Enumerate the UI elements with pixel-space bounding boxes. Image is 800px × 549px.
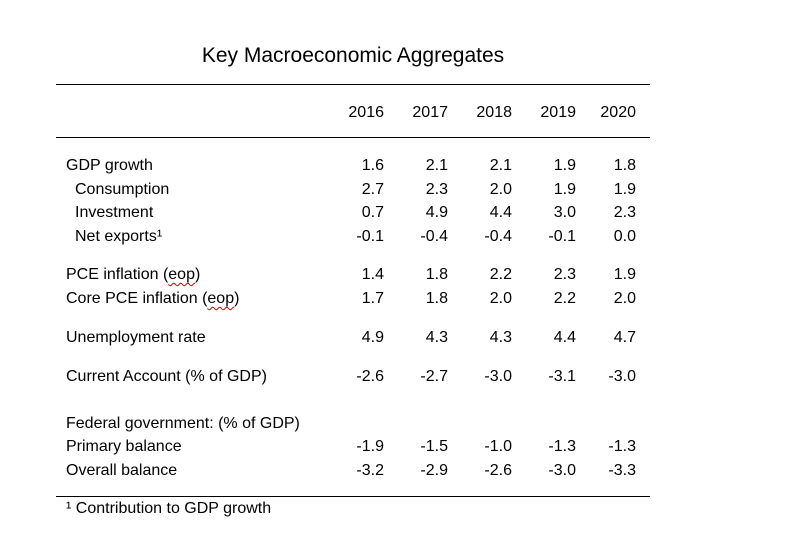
value-cell: 3.0	[553, 204, 576, 221]
footnote: ¹ Contribution to GDP growth	[66, 500, 272, 517]
table-row: Overall balance -3.2 -2.9 -2.6 -3.0 -3.3	[0, 460, 800, 482]
value-cell: -0.4	[484, 228, 512, 245]
value-cell: -2.6	[356, 368, 384, 385]
value-cell: 2.1	[489, 157, 512, 174]
value-cell: -3.1	[548, 368, 576, 385]
value-cell: 4.9	[361, 329, 384, 346]
bottom-rule	[56, 496, 650, 497]
value-cell: 1.8	[425, 266, 448, 283]
row-label-text: )	[194, 266, 201, 283]
row-label: Investment	[75, 204, 154, 221]
value-cell: -1.5	[420, 438, 448, 455]
value-cell: 4.4	[553, 329, 576, 346]
table-row: Investment 0.7 4.9 4.4 3.0 2.3	[0, 202, 800, 224]
row-label: Overall balance	[66, 462, 178, 479]
value-cell: 1.9	[553, 157, 576, 174]
row-label: Core PCE inflation (eop)	[66, 288, 239, 310]
value-cell: -1.9	[356, 438, 384, 455]
value-cell: 1.8	[425, 290, 448, 307]
table-row: Current Account (% of GDP) -2.6 -2.7 -3.…	[0, 366, 800, 388]
value-cell: -1.3	[608, 438, 636, 455]
value-cell: -3.0	[608, 368, 636, 385]
year-header-row: 2016 2017 2018 2019 2020	[0, 102, 800, 124]
value-cell: 2.2	[553, 290, 576, 307]
header-rule	[56, 137, 650, 138]
value-cell: -2.9	[420, 462, 448, 479]
table-row: PCE inflation (eop) 1.4 1.8 2.2 2.3 1.9	[0, 264, 800, 286]
value-cell: 2.3	[613, 204, 636, 221]
value-cell: 2.0	[489, 181, 512, 198]
top-rule	[56, 84, 650, 85]
value-cell: 2.3	[425, 181, 448, 198]
row-label: Primary balance	[66, 438, 182, 455]
row-label-text: PCE inflation (	[66, 266, 169, 283]
value-cell: 2.7	[361, 181, 384, 198]
year-2016: 2016	[348, 104, 384, 121]
value-cell: 1.8	[613, 157, 636, 174]
value-cell: 4.3	[425, 329, 448, 346]
value-cell: 0.0	[613, 228, 636, 245]
row-label-text: Core PCE inflation (	[66, 290, 208, 307]
row-label: Unemployment rate	[66, 329, 206, 346]
table-title: Key Macroeconomic Aggregates	[201, 44, 505, 67]
value-cell: 4.7	[613, 329, 636, 346]
value-cell: -3.3	[608, 462, 636, 479]
section-heading-row: Federal government: (% of GDP)	[0, 413, 800, 435]
value-cell: 4.4	[489, 204, 512, 221]
value-cell: 4.3	[489, 329, 512, 346]
row-label-text: )	[234, 290, 240, 307]
row-label: GDP growth	[66, 157, 153, 174]
spellcheck-underlined-word: eop	[168, 266, 195, 283]
value-cell: -0.1	[356, 228, 384, 245]
table-row: Core PCE inflation (eop) 1.7 1.8 2.0 2.2…	[0, 288, 800, 310]
table-row: Consumption 2.7 2.3 2.0 1.9 1.9	[0, 179, 800, 201]
value-cell: 2.0	[489, 290, 512, 307]
value-cell: 1.7	[361, 290, 384, 307]
value-cell: -3.0	[484, 368, 512, 385]
row-label: PCE inflation (eop)	[66, 264, 200, 286]
value-cell: -1.0	[484, 438, 512, 455]
year-2018: 2018	[476, 104, 512, 121]
value-cell: 1.4	[361, 266, 384, 283]
value-cell: -2.7	[420, 368, 448, 385]
row-label: Current Account (% of GDP)	[66, 368, 267, 385]
section-heading: Federal government: (% of GDP)	[66, 415, 300, 432]
value-cell: 0.7	[361, 204, 384, 221]
value-cell: 2.3	[553, 266, 576, 283]
table-row: Net exports¹ -0.1 -0.4 -0.4 -0.1 0.0	[0, 226, 800, 248]
value-cell: 4.9	[425, 204, 448, 221]
year-2017: 2017	[412, 104, 448, 121]
year-2020: 2020	[600, 104, 636, 121]
row-label: Consumption	[75, 181, 170, 198]
value-cell: -3.2	[356, 462, 384, 479]
value-cell: 2.0	[613, 290, 636, 307]
value-cell: 1.6	[361, 157, 384, 174]
value-cell: -3.0	[548, 462, 576, 479]
value-cell: -2.6	[484, 462, 512, 479]
value-cell: 1.9	[613, 181, 636, 198]
value-cell: 2.2	[489, 266, 512, 283]
spellcheck-underlined-word: eop	[207, 290, 235, 307]
table-row: Primary balance -1.9 -1.5 -1.0 -1.3 -1.3	[0, 436, 800, 458]
row-label: Net exports¹	[75, 228, 163, 245]
value-cell: -1.3	[548, 438, 576, 455]
table-row: Unemployment rate 4.9 4.3 4.3 4.4 4.7	[0, 327, 800, 349]
table-row: GDP growth 1.6 2.1 2.1 1.9 1.8	[0, 155, 800, 177]
value-cell: -0.4	[420, 228, 448, 245]
year-2019: 2019	[540, 104, 576, 121]
value-cell: 1.9	[553, 181, 576, 198]
value-cell: 2.1	[425, 157, 448, 174]
value-cell: 1.9	[613, 266, 636, 283]
value-cell: -0.1	[548, 228, 576, 245]
